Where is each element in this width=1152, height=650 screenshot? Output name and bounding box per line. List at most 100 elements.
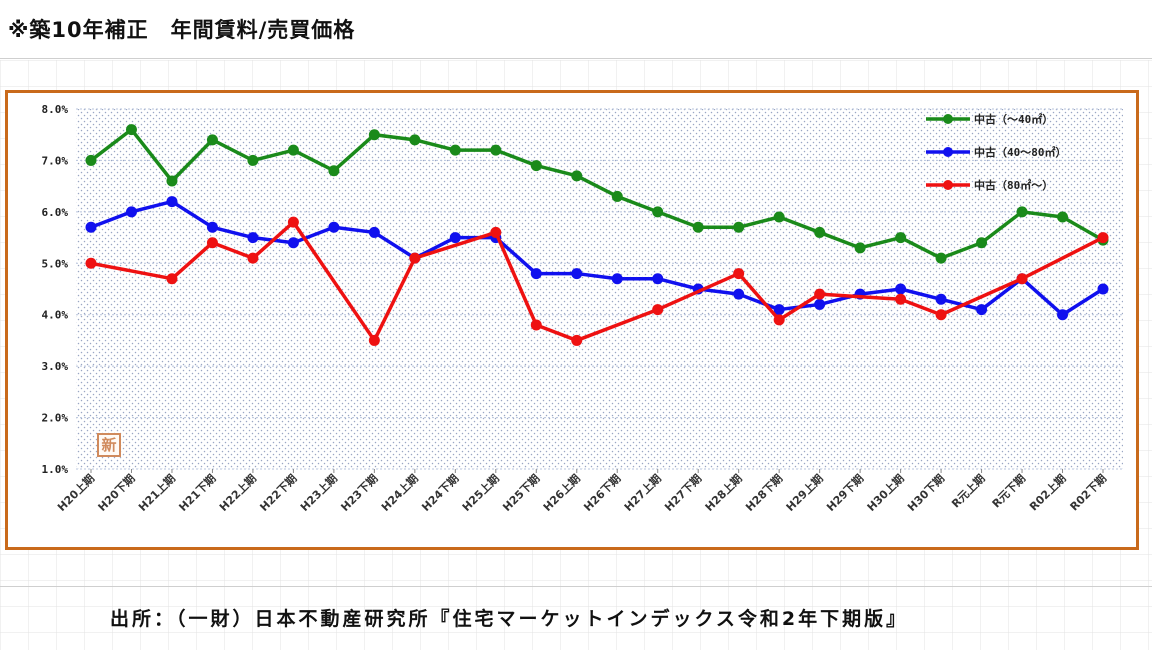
data-point: [125, 124, 137, 136]
legend-marker-1: [943, 147, 953, 157]
data-point: [611, 273, 623, 285]
data-point: [449, 232, 461, 244]
y-tick-label: 3.0%: [42, 360, 69, 373]
y-tick-label: 1.0%: [42, 463, 69, 476]
data-point: [490, 144, 502, 156]
x-tick-label: H24上期: [378, 471, 421, 514]
data-point: [166, 196, 178, 208]
data-point: [611, 190, 623, 202]
data-point: [1097, 283, 1109, 295]
x-tick-label: R02下期: [1067, 471, 1109, 513]
y-tick-label: 2.0%: [42, 412, 69, 425]
data-point: [773, 314, 785, 326]
x-tick-label: H30下期: [904, 471, 947, 514]
x-tick-label: H27下期: [662, 471, 705, 514]
data-point: [814, 298, 826, 310]
data-point: [328, 221, 340, 233]
data-point: [206, 237, 218, 249]
data-point: [976, 304, 988, 316]
data-point: [1057, 309, 1069, 321]
data-point: [1016, 273, 1028, 285]
x-tick-label: H28下期: [742, 471, 785, 514]
data-point: [692, 221, 704, 233]
data-point: [287, 237, 299, 249]
data-point: [368, 129, 380, 141]
x-tick-label: H22上期: [216, 471, 259, 514]
legend-label-1: 中古（40～80㎡）: [974, 145, 1067, 159]
x-tick-label: H25上期: [459, 471, 502, 514]
source-divider: [0, 586, 1152, 587]
x-tick-label: R元上期: [948, 471, 987, 510]
data-point: [814, 226, 826, 238]
data-point: [490, 226, 502, 238]
x-tick-label: H22下期: [257, 471, 300, 514]
data-point: [530, 160, 542, 172]
data-point: [652, 273, 664, 285]
data-point: [652, 206, 664, 218]
x-tick-label: H23下期: [338, 471, 381, 514]
data-point: [1057, 211, 1069, 223]
page-title: ※築10年補正 年間賃料/売買価格: [8, 18, 356, 42]
data-point: [571, 268, 583, 280]
data-point: [85, 221, 97, 233]
data-point: [530, 319, 542, 331]
x-tick-label: H23上期: [297, 471, 340, 514]
data-point: [1097, 232, 1109, 244]
x-tick-label: H21下期: [176, 471, 219, 514]
series-line-2: [90, 220, 1104, 343]
data-point: [328, 165, 340, 177]
data-point: [854, 242, 866, 254]
x-tick-label: H30上期: [864, 471, 907, 514]
data-point: [935, 252, 947, 264]
x-tick-label: H29下期: [823, 471, 866, 514]
data-point: [247, 252, 259, 264]
data-point: [247, 232, 259, 244]
y-tick-label: 5.0%: [42, 257, 69, 270]
x-tick-label: H29上期: [783, 471, 826, 514]
data-point: [166, 273, 178, 285]
data-point: [976, 237, 988, 249]
series-line-0: [89, 127, 1104, 260]
legend-marker-2: [943, 180, 953, 190]
data-point: [287, 216, 299, 228]
data-point: [166, 175, 178, 187]
data-point: [773, 211, 785, 223]
y-tick-label: 7.0%: [42, 154, 69, 167]
series-line-1: [90, 199, 1104, 317]
data-point: [247, 154, 259, 166]
x-tick-label: H20下期: [95, 471, 138, 514]
data-point: [935, 309, 947, 321]
y-tick-label: 8.0%: [42, 103, 69, 116]
data-point: [935, 293, 947, 305]
data-point: [287, 144, 299, 156]
title-divider: [0, 58, 1152, 59]
data-point: [125, 206, 137, 218]
legend-marker-0: [943, 114, 953, 124]
data-point: [571, 170, 583, 182]
data-point: [449, 144, 461, 156]
chart-frame: 1.0% 2.0% 3.0% 4.0% 5.0% 6.0% 7.0% 8.0% H20上期 H20…: [5, 90, 1139, 550]
x-tick-label: H26下期: [581, 471, 624, 514]
data-point: [206, 134, 218, 146]
data-point: [814, 288, 826, 300]
x-tick-label: R元下期: [989, 471, 1028, 510]
data-point: [733, 288, 745, 300]
x-tick-label: H24下期: [419, 471, 462, 514]
data-point: [368, 226, 380, 238]
x-tick-label: H20上期: [54, 471, 97, 514]
new-badge: 新: [97, 433, 121, 457]
data-point: [530, 268, 542, 280]
plot-area: [76, 109, 1123, 469]
source-citation: 出所：（一財）日本不動産研究所『住宅マーケットインデックス令和2年下期版』: [110, 608, 909, 630]
data-point: [409, 252, 421, 264]
line-chart: 1.0% 2.0% 3.0% 4.0% 5.0% 6.0% 7.0% 8.0% H20上期H20…: [42, 103, 1123, 514]
data-point: [733, 221, 745, 233]
x-tick-label: H28上期: [702, 471, 745, 514]
data-point: [895, 232, 907, 244]
data-point: [368, 334, 380, 346]
data-point: [652, 304, 664, 316]
data-point: [1016, 206, 1028, 218]
data-point: [571, 334, 583, 346]
x-tick-label: H25下期: [500, 471, 543, 514]
x-tick-label: H21上期: [135, 471, 178, 514]
